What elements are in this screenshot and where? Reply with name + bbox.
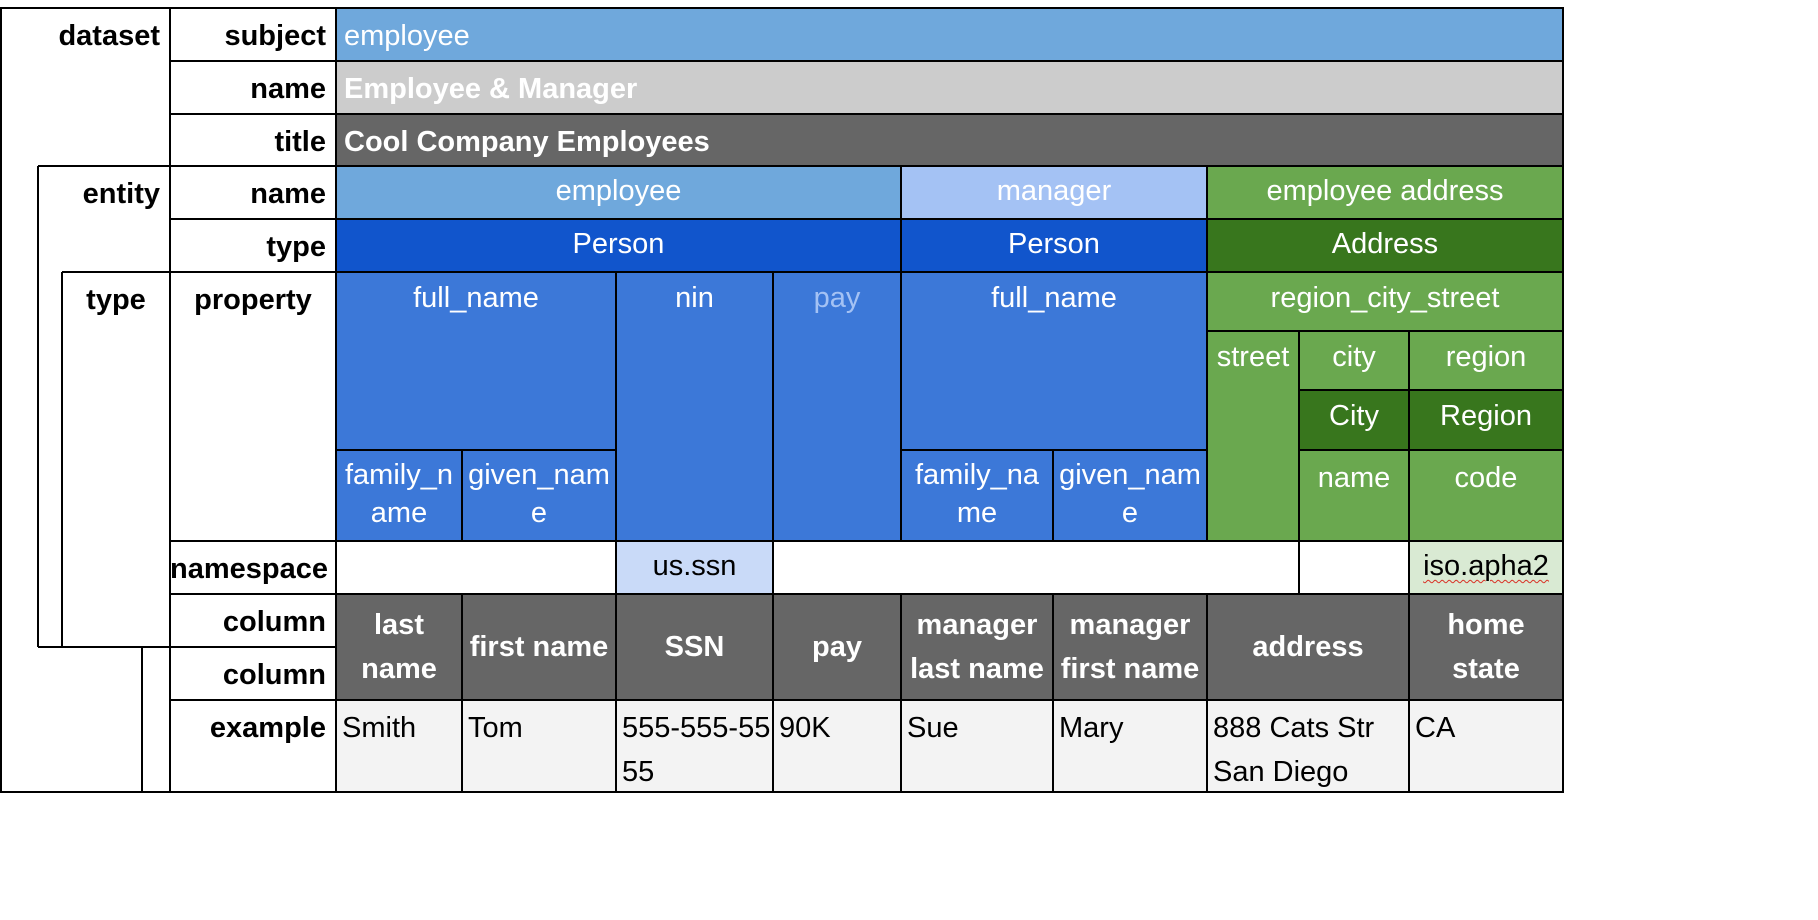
type-person-employee: Person [336, 219, 901, 272]
column-last-name: last name [336, 594, 462, 700]
property-given-name-manager: given_nam e [1053, 450, 1207, 541]
example-first-name: Tom [462, 700, 616, 792]
property-region-city-street: region_city_street [1207, 272, 1563, 331]
column-pay: pay [773, 594, 901, 700]
property-nin: nin [616, 272, 773, 541]
property-city-name: name [1299, 450, 1409, 541]
column-home-state: home state [1409, 594, 1563, 700]
label-name: name [250, 73, 326, 105]
property-given-name-employee: given_nam e [462, 450, 616, 541]
namespace-ssn: us.ssn [616, 541, 773, 594]
class-city: City [1299, 390, 1409, 450]
column-first-name: first name [462, 594, 616, 700]
class-region: Region [1409, 390, 1563, 450]
label-entity-type: type [266, 231, 326, 263]
example-manager-last-name: Sue [901, 700, 1053, 792]
property-family-name-manager: family_na me [901, 450, 1053, 541]
namespace-region: iso.apha2 [1409, 541, 1563, 594]
label-example: example [209, 712, 326, 744]
property-city: city [1299, 331, 1409, 390]
property-employee-full-name: full_name [336, 272, 616, 450]
label-entity-name: name [250, 178, 326, 210]
example-manager-first-name: Mary [1053, 700, 1207, 792]
namespace-region-text: iso.apha2 [1423, 550, 1549, 582]
example-last-name: Smith [336, 700, 462, 792]
example-pay: 90K [773, 700, 901, 792]
column-manager-last-name: manager last name [901, 594, 1053, 700]
type-person-manager: Person [901, 219, 1207, 272]
property-region: region [1409, 331, 1563, 390]
property-manager-full-name: full_name [901, 272, 1207, 450]
label-column-1: column [222, 606, 326, 638]
label-namespace: namespace [170, 553, 328, 585]
entity-employee: employee [336, 166, 901, 219]
property-street: street [1207, 331, 1299, 541]
column-ssn: SSN [616, 594, 773, 700]
label-entity: entity [82, 178, 160, 210]
property-region-code: code [1409, 450, 1563, 541]
column-address: address [1207, 594, 1409, 700]
property-pay: pay [773, 272, 901, 541]
label-property: property [194, 284, 312, 316]
property-family-name-employee: family_n ame [336, 450, 462, 541]
example-ssn: 555-555-55 55 [616, 700, 773, 792]
entity-employee-address: employee address [1207, 166, 1563, 219]
subject-bar: employee [336, 8, 1563, 61]
example-address: 888 Cats Str San Diego [1207, 700, 1409, 792]
label-column-2: column [222, 659, 326, 691]
label-title: title [274, 126, 326, 158]
column-manager-first-name: manager first name [1053, 594, 1207, 700]
example-home-state: CA [1409, 700, 1563, 792]
title-bar: Cool Company Employees [336, 114, 1563, 166]
entity-manager: manager [901, 166, 1207, 219]
label-type: type [86, 284, 146, 316]
type-address: Address [1207, 219, 1563, 272]
label-subject: subject [224, 20, 326, 52]
name-bar: Employee & Manager [336, 61, 1563, 114]
label-dataset: dataset [58, 20, 160, 52]
